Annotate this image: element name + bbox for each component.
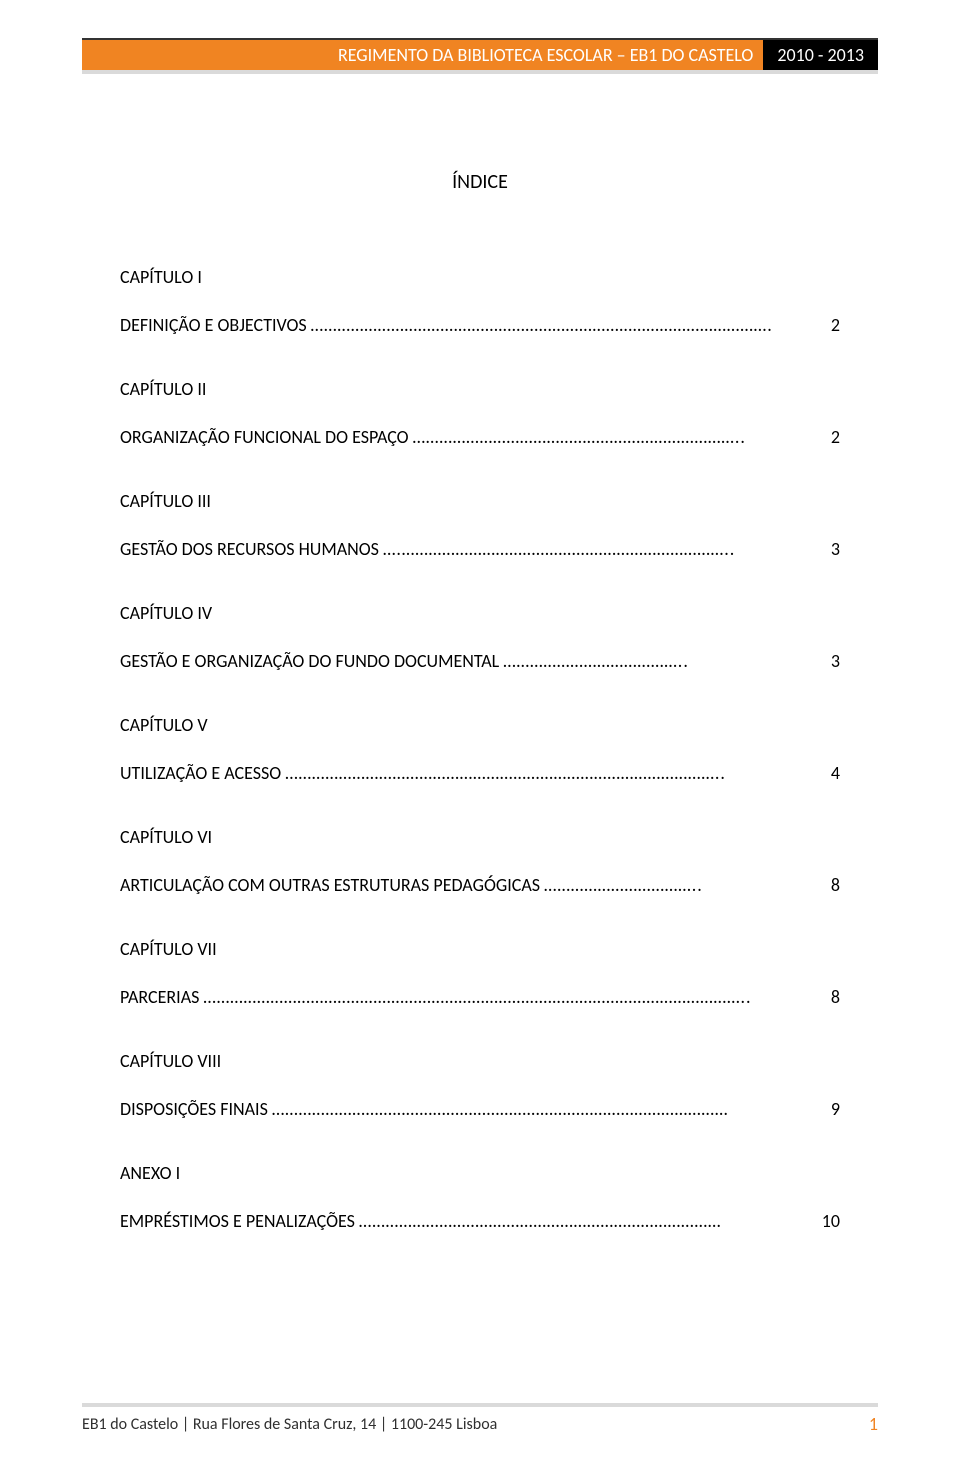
header-title-block: REGIMENTO DA BIBLIOTECA ESCOLAR – EB1 DO…: [82, 40, 763, 70]
toc-section: CAPÍTULO VII PARCERIAS ………………………………………………: [120, 938, 840, 1008]
toc-entry: ORGANIZAÇÃO FUNCIONAL DO ESPAÇO ………………………: [120, 426, 840, 448]
header-title: REGIMENTO DA BIBLIOTECA ESCOLAR – EB1 DO…: [338, 44, 753, 66]
chapter-desc: UTILIZAÇÃO E ACESSO: [120, 762, 281, 784]
chapter-desc: DISPOSIÇÕES FINAIS: [120, 1098, 268, 1120]
page-reference: 8: [823, 874, 840, 896]
footer-text: EB1 do Castelo | Rua Flores de Santa Cru…: [82, 1415, 497, 1434]
chapter-label: CAPÍTULO V: [120, 714, 840, 736]
toc-entry: DEFINIÇÃO E OBJECTIVOS ………………………………………………: [120, 314, 840, 336]
chapter-desc: GESTÃO E ORGANIZAÇÃO DO FUNDO DOCUMENTAL: [120, 650, 499, 672]
toc-entry: ARTICULAÇÃO COM OUTRAS ESTRUTURAS PEDAGÓ…: [120, 874, 840, 896]
header-year-range: 2010 - 2013: [777, 44, 864, 66]
toc-section: CAPÍTULO V UTILIZAÇÃO E ACESSO …………………………: [120, 714, 840, 784]
leader-dots: …………………………………………………………………………………………: [268, 1098, 823, 1120]
chapter-desc: EMPRÉSTIMOS E PENALIZAÇÕES: [120, 1210, 355, 1232]
page-reference: 9: [823, 1098, 840, 1120]
leader-dots: ……………………………..: [540, 874, 823, 896]
leader-dots: ……………………………………………………………………………………………………………: [199, 986, 822, 1008]
leader-dots: …………………………………..: [499, 650, 823, 672]
page-reference: 3: [823, 650, 840, 672]
leader-dots: ….………………………………………………………………..: [379, 538, 823, 560]
toc-section: CAPÍTULO I DEFINIÇÃO E OBJECTIVOS …………………: [120, 266, 840, 336]
chapter-desc: ORGANIZAÇÃO FUNCIONAL DO ESPAÇO: [120, 426, 409, 448]
toc-section: CAPÍTULO VIII DISPOSIÇÕES FINAIS ……………………: [120, 1050, 840, 1120]
page-title: ÍNDICE: [120, 170, 840, 194]
page-reference: 2: [823, 314, 840, 336]
leader-dots: ……………………………………………………………………………………..: [281, 762, 823, 784]
chapter-label: CAPÍTULO VII: [120, 938, 840, 960]
page-reference: 2: [823, 426, 840, 448]
page-reference: 8: [823, 986, 840, 1008]
chapter-desc: GESTÃO DOS RECURSOS HUMANOS: [120, 538, 379, 560]
header-year-block: 2010 - 2013: [763, 40, 878, 70]
chapter-label: CAPÍTULO II: [120, 378, 840, 400]
page-reference: 3: [823, 538, 840, 560]
chapter-desc: PARCERIAS: [120, 986, 199, 1008]
leader-dots: ………………………………………………………………………………………….: [307, 314, 823, 336]
chapter-label: ANEXO I: [120, 1162, 840, 1184]
toc-section: CAPÍTULO VI ARTICULAÇÃO COM OUTRAS ESTRU…: [120, 826, 840, 896]
toc-section: ANEXO I EMPRÉSTIMOS E PENALIZAÇÕES ………………: [120, 1162, 840, 1232]
toc-section: CAPÍTULO II ORGANIZAÇÃO FUNCIONAL DO ESP…: [120, 378, 840, 448]
chapter-label: CAPÍTULO III: [120, 490, 840, 512]
toc-entry: EMPRÉSTIMOS E PENALIZAÇÕES ……………………………………: [120, 1210, 840, 1232]
leader-dots: ………………………………………………………………..: [409, 426, 823, 448]
toc-entry: UTILIZAÇÃO E ACESSO ………………………………………………………: [120, 762, 840, 784]
chapter-label: CAPÍTULO VI: [120, 826, 840, 848]
toc-entry: GESTÃO DOS RECURSOS HUMANOS ….……………………………: [120, 538, 840, 560]
footer-bar: EB1 do Castelo | Rua Flores de Santa Cru…: [82, 1403, 878, 1435]
footer-page-number: 1: [869, 1413, 878, 1435]
toc-entry: DISPOSIÇÕES FINAIS …………………………………………………………: [120, 1098, 840, 1120]
chapter-desc: DEFINIÇÃO E OBJECTIVOS: [120, 314, 307, 336]
page-reference: 10: [814, 1210, 840, 1232]
page-reference: 4: [823, 762, 840, 784]
chapter-desc: ARTICULAÇÃO COM OUTRAS ESTRUTURAS PEDAGÓ…: [120, 874, 540, 896]
chapter-label: CAPÍTULO IV: [120, 602, 840, 624]
chapter-label: CAPÍTULO VIII: [120, 1050, 840, 1072]
toc-entry: PARCERIAS …………………………………………………………………………………: [120, 986, 840, 1008]
toc-section: CAPÍTULO IV GESTÃO E ORGANIZAÇÃO DO FUND…: [120, 602, 840, 672]
chapter-label: CAPÍTULO I: [120, 266, 840, 288]
content-area: ÍNDICE CAPÍTULO I DEFINIÇÃO E OBJECTIVOS…: [120, 170, 840, 1274]
leader-dots: ………………………………………………………………………: [355, 1210, 814, 1232]
toc-section: CAPÍTULO III GESTÃO DOS RECURSOS HUMANOS…: [120, 490, 840, 560]
header-bar: REGIMENTO DA BIBLIOTECA ESCOLAR – EB1 DO…: [82, 38, 878, 74]
toc-entry: GESTÃO E ORGANIZAÇÃO DO FUNDO DOCUMENTAL…: [120, 650, 840, 672]
